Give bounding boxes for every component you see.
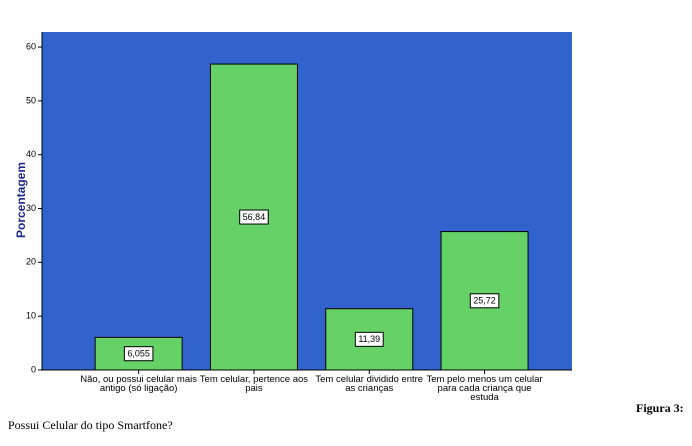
value-label: 11,39 bbox=[358, 334, 380, 344]
y-tick-label: 60 bbox=[26, 41, 36, 51]
value-label-box bbox=[239, 209, 269, 225]
x-tick-label: Tem celular, pertence aos pais bbox=[199, 374, 309, 394]
value-label: 25,72 bbox=[473, 296, 496, 306]
value-label: 6,055 bbox=[127, 349, 150, 359]
x-tick-label: Não, ou possui celular mais antigo (só l… bbox=[80, 374, 197, 394]
caption: Possui Celular do tipo Smartfone? bbox=[8, 418, 173, 432]
y-axis-title: Porcentagem bbox=[14, 162, 28, 238]
x-tick-label: Tem pelo menos um celular para cada cria… bbox=[426, 374, 543, 403]
y-tick-label: 40 bbox=[26, 149, 36, 159]
y-tick-label: 0 bbox=[31, 364, 36, 374]
value-label-box bbox=[354, 331, 384, 347]
y-tick-label: 50 bbox=[26, 95, 36, 105]
value-label: 56,84 bbox=[243, 212, 266, 222]
y-tick-label: 20 bbox=[26, 257, 36, 267]
y-tick-label: 30 bbox=[26, 203, 36, 213]
figure-label: Figura 3: bbox=[636, 401, 684, 415]
value-label-box bbox=[123, 346, 154, 362]
value-label-box bbox=[469, 293, 500, 309]
x-tick-label: Tem celular dividido entre as crianças bbox=[315, 374, 424, 394]
y-tick-label: 10 bbox=[26, 311, 36, 321]
